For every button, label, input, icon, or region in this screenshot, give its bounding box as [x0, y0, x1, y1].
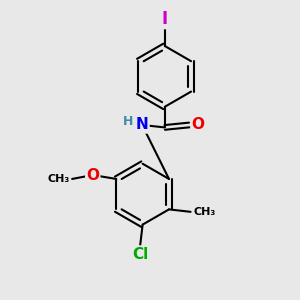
Text: H: H [123, 115, 134, 128]
Text: I: I [162, 10, 168, 28]
Text: N: N [136, 118, 148, 133]
Text: Cl: Cl [132, 247, 148, 262]
Text: O: O [86, 167, 99, 182]
Text: CH₃: CH₃ [47, 174, 70, 184]
Text: O: O [192, 118, 205, 133]
Text: CH₃: CH₃ [194, 207, 216, 217]
